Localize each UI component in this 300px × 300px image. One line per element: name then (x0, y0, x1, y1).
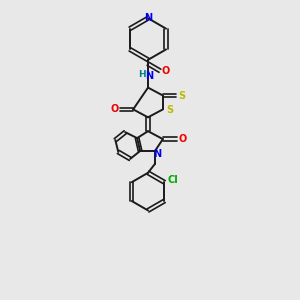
Text: S: S (166, 105, 173, 116)
Text: N: N (145, 71, 153, 81)
Text: H: H (138, 70, 146, 79)
Text: O: O (178, 134, 187, 144)
Text: O: O (110, 104, 118, 114)
Text: O: O (162, 66, 170, 76)
Text: S: S (178, 91, 185, 100)
Text: Cl: Cl (168, 175, 178, 185)
Text: N: N (153, 149, 161, 159)
Text: N: N (144, 13, 152, 23)
